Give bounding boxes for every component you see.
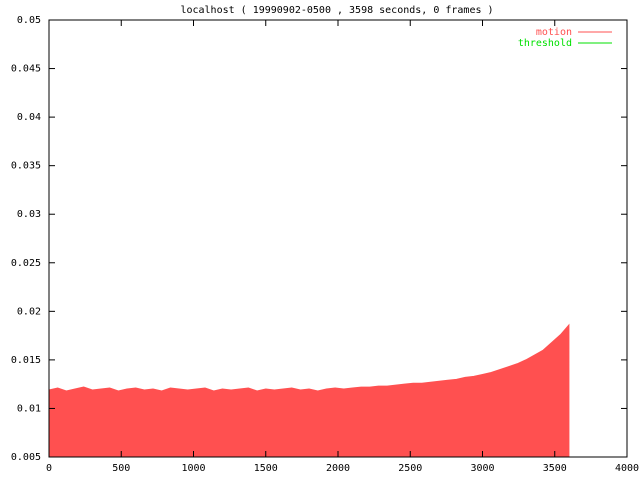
x-tick-label: 3000 [470,463,494,474]
y-tick-label: 0.03 [17,209,41,220]
chart-title: localhost ( 19990902-0500 , 3598 seconds… [180,5,493,16]
x-tick-label: 4000 [615,463,639,474]
area [48,323,570,458]
legend-label: motion [536,27,572,38]
y-tick-label: 0.02 [17,306,41,317]
x-tick-label: 1000 [181,463,205,474]
y-tick-label: 0.005 [11,452,41,463]
y-tick-label: 0.01 [17,403,41,414]
y-tick-label: 0.015 [11,355,41,366]
y-tick-label: 0.025 [11,258,41,269]
x-tick-label: 0 [46,463,52,474]
x-tick-label: 500 [112,463,130,474]
x-tick-label: 2000 [326,463,350,474]
x-tick-label: 1500 [254,463,278,474]
x-tick-label: 2500 [398,463,422,474]
y-tick-label: 0.05 [17,15,41,26]
y-tick-label: 0.035 [11,161,41,172]
x-tick-label: 3500 [543,463,567,474]
legend-label: threshold [518,38,572,49]
y-tick-label: 0.045 [11,64,41,75]
y-tick-label: 0.04 [17,112,41,123]
